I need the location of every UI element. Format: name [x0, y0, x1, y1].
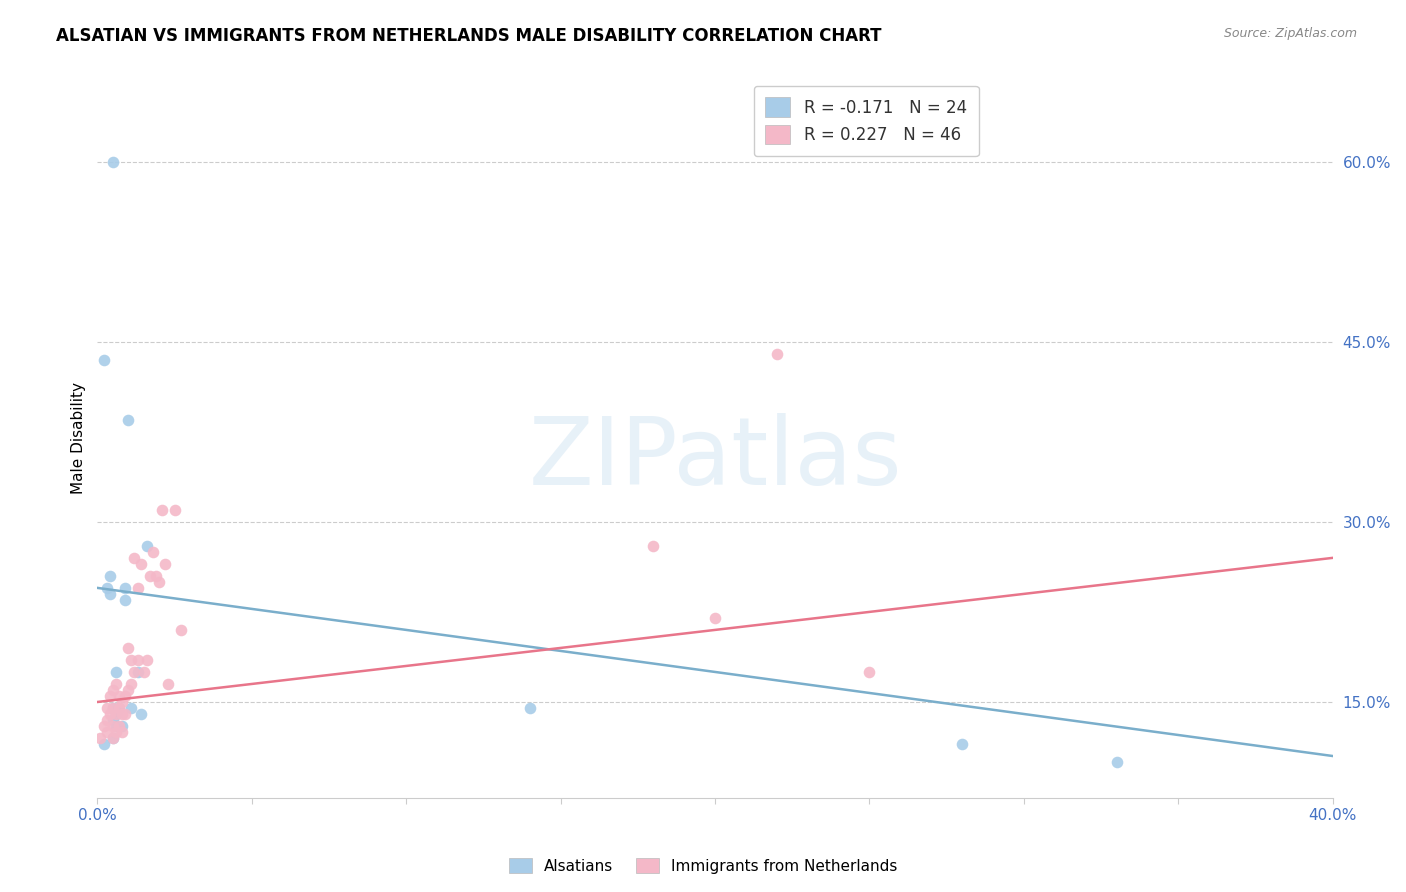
Point	[101, 713, 124, 727]
Point	[114, 706, 136, 721]
Point	[101, 154, 124, 169]
Point	[93, 719, 115, 733]
Point	[135, 539, 157, 553]
Point	[108, 719, 131, 733]
Point	[858, 665, 880, 679]
Point	[101, 731, 124, 745]
Point	[124, 550, 146, 565]
Point	[114, 689, 136, 703]
Point	[120, 701, 142, 715]
Point	[89, 731, 111, 745]
Point	[114, 581, 136, 595]
Point	[93, 737, 115, 751]
Point	[142, 545, 165, 559]
Point	[704, 611, 727, 625]
Point	[104, 725, 127, 739]
Point	[127, 653, 149, 667]
Point	[124, 665, 146, 679]
Point	[1105, 755, 1128, 769]
Point	[104, 706, 127, 721]
Point	[120, 653, 142, 667]
Point	[157, 677, 180, 691]
Point	[98, 587, 121, 601]
Point	[93, 352, 115, 367]
Point	[766, 347, 789, 361]
Point	[148, 574, 170, 589]
Point	[111, 725, 134, 739]
Text: Source: ZipAtlas.com: Source: ZipAtlas.com	[1223, 27, 1357, 40]
Point	[98, 569, 121, 583]
Point	[96, 725, 118, 739]
Point	[127, 665, 149, 679]
Point	[98, 706, 121, 721]
Point	[108, 689, 131, 703]
Point	[135, 653, 157, 667]
Point	[139, 569, 162, 583]
Point	[101, 701, 124, 715]
Text: ALSATIAN VS IMMIGRANTS FROM NETHERLANDS MALE DISABILITY CORRELATION CHART: ALSATIAN VS IMMIGRANTS FROM NETHERLANDS …	[56, 27, 882, 45]
Point	[643, 539, 665, 553]
Point	[96, 581, 118, 595]
Point	[950, 737, 973, 751]
Point	[155, 557, 177, 571]
Point	[132, 665, 155, 679]
Point	[519, 701, 541, 715]
Y-axis label: Male Disability: Male Disability	[72, 382, 86, 494]
Point	[117, 413, 139, 427]
Point	[101, 731, 124, 745]
Point	[108, 701, 131, 715]
Point	[96, 701, 118, 715]
Point	[150, 503, 173, 517]
Point	[129, 557, 152, 571]
Point	[117, 640, 139, 655]
Point	[111, 706, 134, 721]
Point	[104, 706, 127, 721]
Point	[163, 503, 186, 517]
Point	[104, 665, 127, 679]
Point	[104, 719, 127, 733]
Legend: Alsatians, Immigrants from Netherlands: Alsatians, Immigrants from Netherlands	[502, 852, 904, 880]
Point	[101, 719, 124, 733]
Point	[98, 689, 121, 703]
Point	[145, 569, 167, 583]
Point	[127, 581, 149, 595]
Point	[108, 701, 131, 715]
Point	[111, 719, 134, 733]
Point	[120, 677, 142, 691]
Point	[101, 701, 124, 715]
Point	[104, 677, 127, 691]
Text: ZIPatlas: ZIPatlas	[529, 413, 901, 506]
Point	[101, 683, 124, 698]
Legend: R = -0.171   N = 24, R = 0.227   N = 46: R = -0.171 N = 24, R = 0.227 N = 46	[754, 86, 979, 156]
Point	[114, 593, 136, 607]
Point	[117, 683, 139, 698]
Point	[96, 713, 118, 727]
Point	[111, 695, 134, 709]
Point	[170, 623, 193, 637]
Point	[129, 706, 152, 721]
